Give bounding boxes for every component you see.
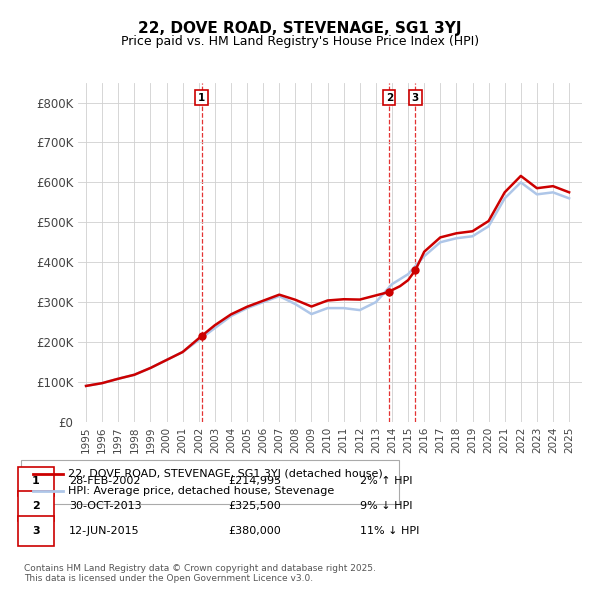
Text: HPI: Average price, detached house, Stevenage: HPI: Average price, detached house, Stev…	[68, 486, 334, 496]
Text: 1: 1	[32, 477, 40, 486]
Text: 3: 3	[32, 526, 40, 536]
Text: 22, DOVE ROAD, STEVENAGE, SG1 3YJ: 22, DOVE ROAD, STEVENAGE, SG1 3YJ	[138, 21, 462, 35]
Text: 9% ↓ HPI: 9% ↓ HPI	[360, 502, 413, 511]
Text: 28-FEB-2002: 28-FEB-2002	[69, 477, 140, 486]
Text: Contains HM Land Registry data © Crown copyright and database right 2025.
This d: Contains HM Land Registry data © Crown c…	[24, 563, 376, 583]
Text: £214,995: £214,995	[228, 477, 281, 486]
Text: 12-JUN-2015: 12-JUN-2015	[69, 526, 140, 536]
Text: 11% ↓ HPI: 11% ↓ HPI	[360, 526, 419, 536]
Text: Price paid vs. HM Land Registry's House Price Index (HPI): Price paid vs. HM Land Registry's House …	[121, 35, 479, 48]
Text: £325,500: £325,500	[228, 502, 281, 511]
Text: 3: 3	[412, 93, 419, 103]
Text: 2: 2	[32, 502, 40, 511]
Text: 1: 1	[198, 93, 205, 103]
Text: 30-OCT-2013: 30-OCT-2013	[69, 502, 142, 511]
Text: 2: 2	[386, 93, 393, 103]
Text: £380,000: £380,000	[228, 526, 281, 536]
Text: 22, DOVE ROAD, STEVENAGE, SG1 3YJ (detached house): 22, DOVE ROAD, STEVENAGE, SG1 3YJ (detac…	[68, 469, 383, 478]
Text: 2% ↑ HPI: 2% ↑ HPI	[360, 477, 413, 486]
